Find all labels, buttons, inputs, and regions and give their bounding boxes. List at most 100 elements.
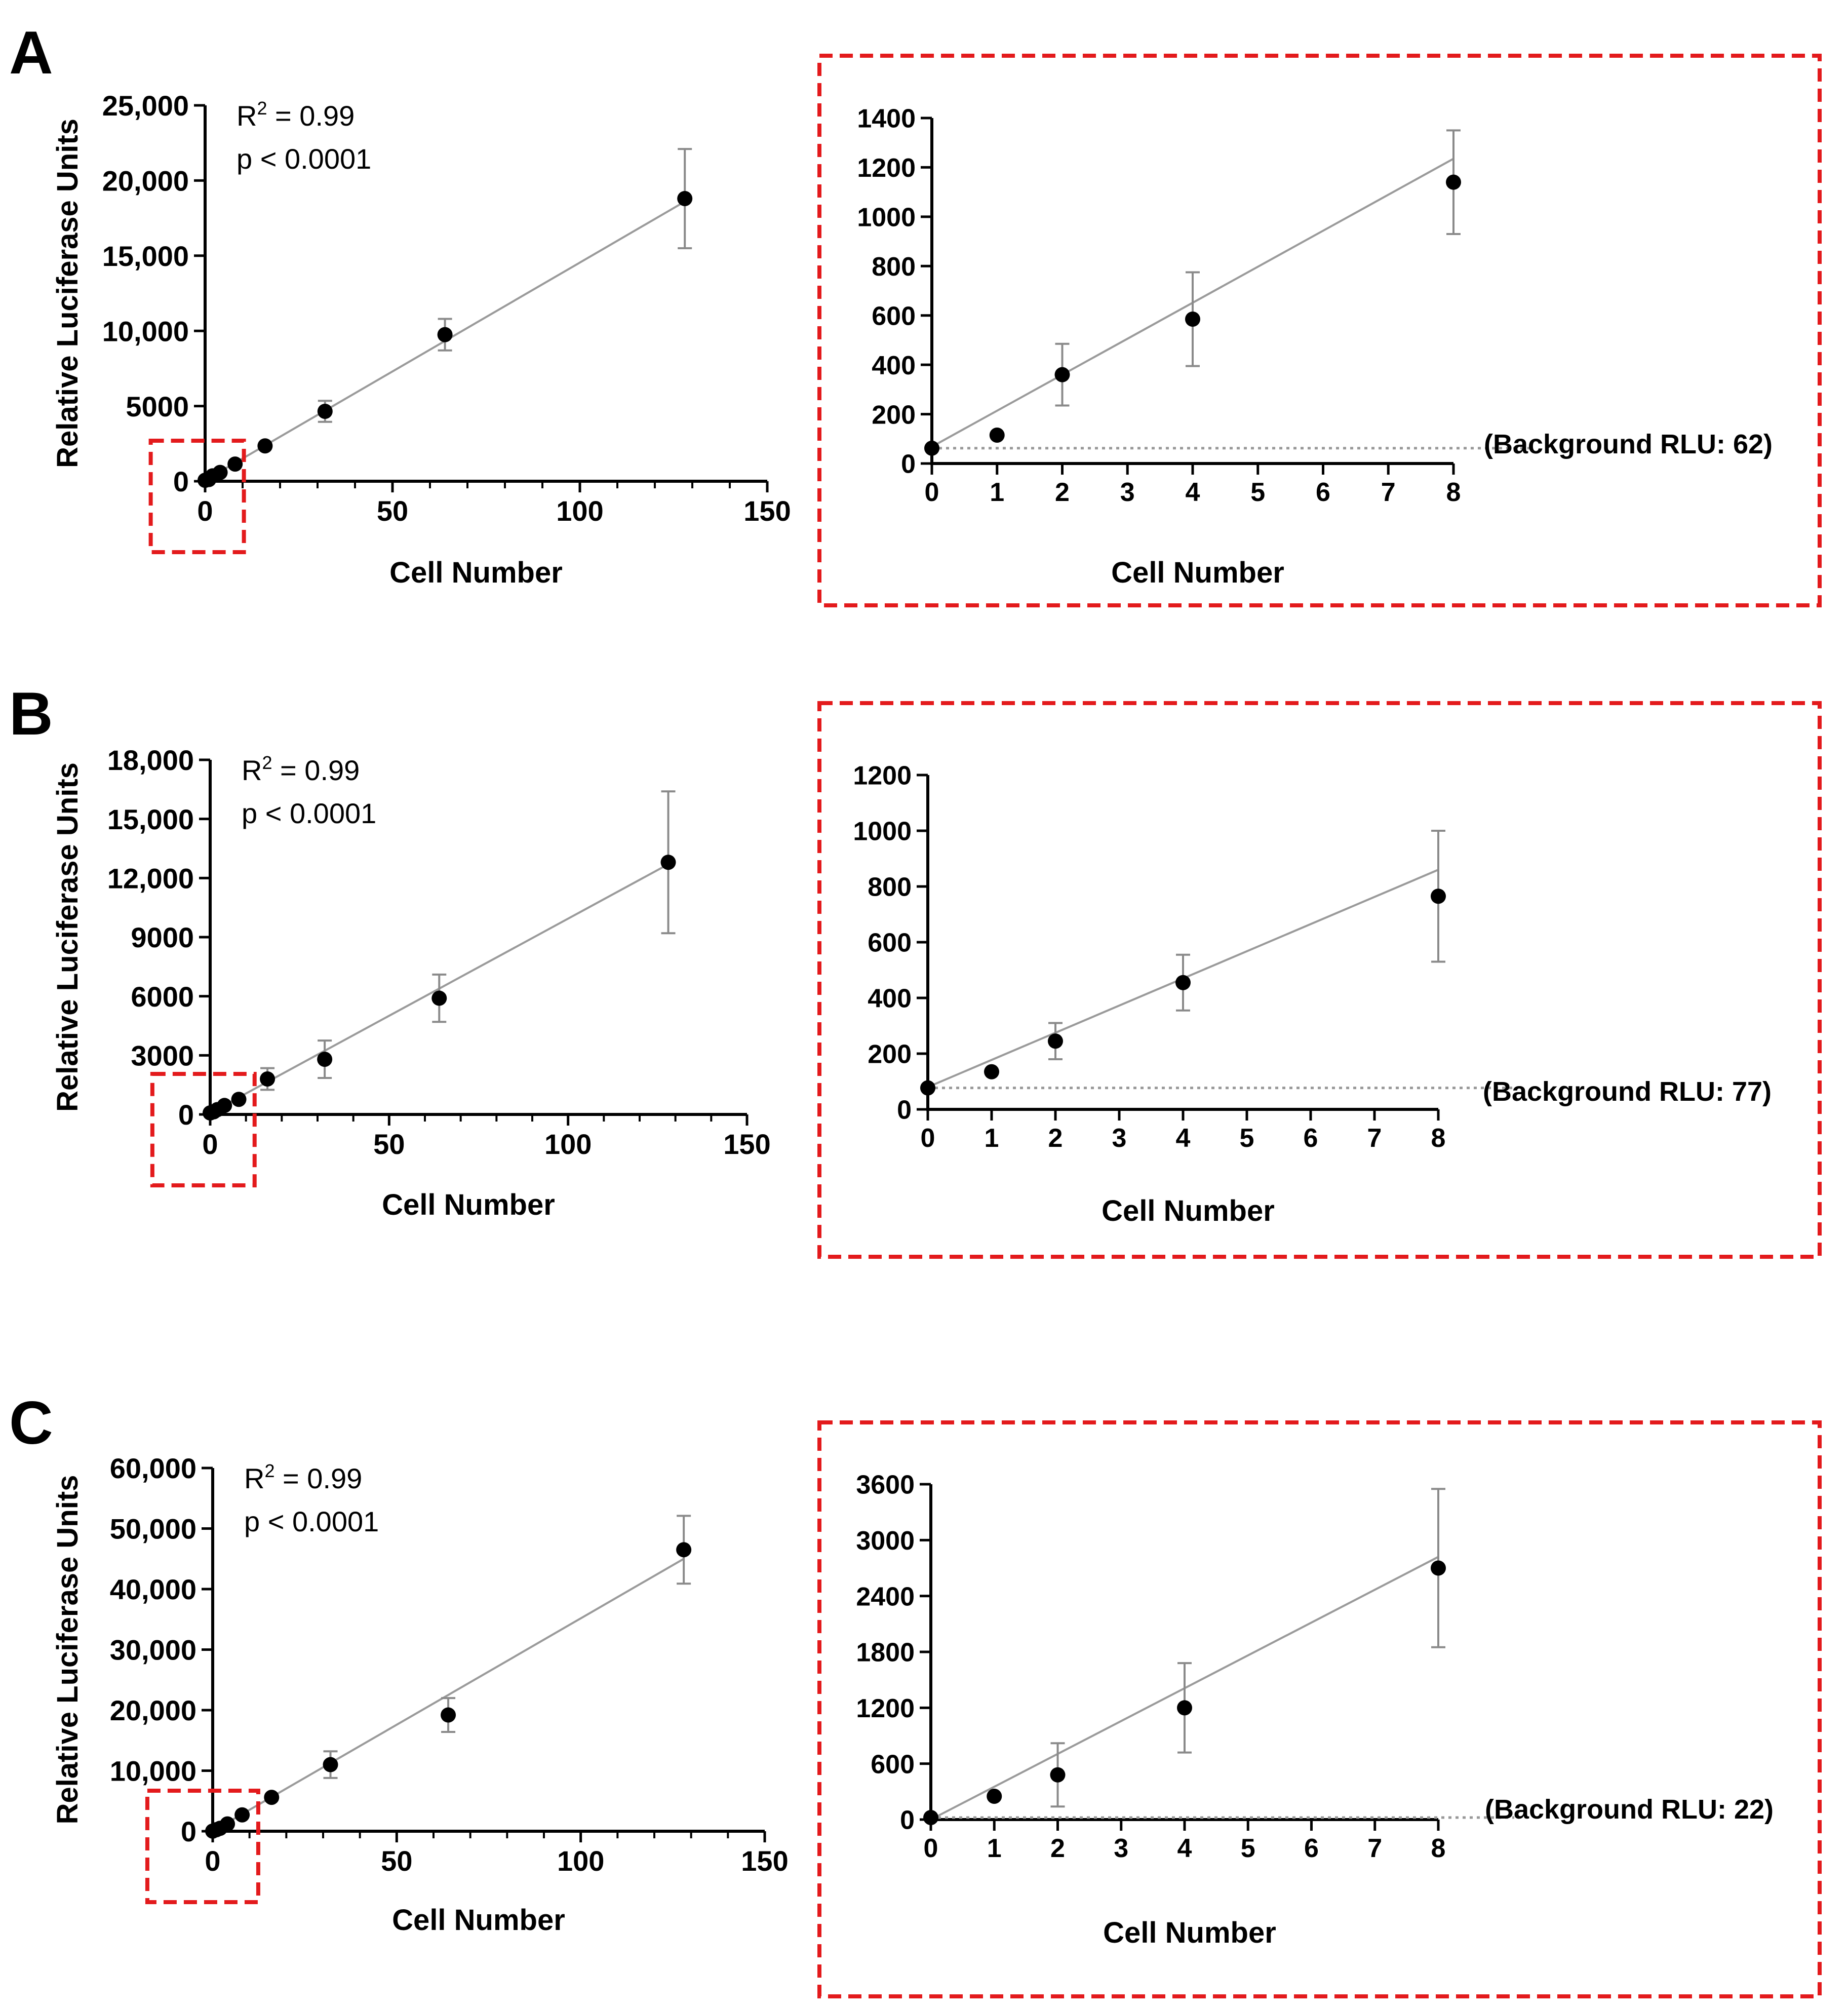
y-tick-label: 600 — [871, 1750, 915, 1779]
data-point — [1446, 174, 1461, 190]
y-tick-label: 30,000 — [110, 1634, 196, 1666]
panel-a-full-chart: A 0 50 100 150 0 5000 10,000 15,000 20,000 25,000 R… — [9, 19, 791, 589]
x-tick-label: 8 — [1431, 1124, 1446, 1153]
data-point — [989, 427, 1005, 443]
y-tick-label: 1000 — [857, 203, 916, 233]
x-tick-label: 50 — [377, 495, 408, 527]
panel-b-full-chart: B 0 50 100 150 0 3000 6000 9000 12,000 15,000 18,00… — [9, 680, 771, 1221]
x-tick-label: 2 — [1048, 1124, 1063, 1153]
y-tick-label: 40,000 — [110, 1573, 196, 1605]
x-tick-label: 4 — [1177, 1834, 1192, 1863]
zoom-region-box — [150, 1072, 257, 1187]
x-tick-label: 4 — [1186, 478, 1200, 507]
x-tick-label: 0 — [925, 478, 939, 507]
y-tick-label: 18,000 — [107, 744, 194, 776]
y-tick-label: 10,000 — [102, 315, 189, 347]
zoom-panel-frame — [817, 701, 1822, 1259]
x-tick-label: 3 — [1114, 1834, 1128, 1863]
y-tick-label: 10,000 — [110, 1755, 196, 1787]
data-point — [1185, 312, 1200, 327]
fit-line — [212, 1558, 685, 1832]
data-point — [431, 990, 447, 1006]
zoom-region-box — [148, 439, 246, 554]
data-point — [231, 1092, 247, 1107]
background-rlu-label: (Background RLU: 22) — [1485, 1794, 1774, 1825]
y-tick-label: 1400 — [857, 104, 916, 134]
r-squared-superscript: 2 — [262, 752, 272, 773]
data-point — [1054, 367, 1070, 382]
x-tick-label: 8 — [1431, 1834, 1446, 1863]
y-tick-label: 200 — [872, 400, 916, 430]
x-tick-label: 150 — [723, 1128, 770, 1160]
panel-letter: A — [9, 19, 53, 87]
panel-a-zoom-chart: 0 1 2 3 4 5 6 7 8 0 200 400 600 800 1000 1200 1400 Cell N… — [817, 54, 1822, 607]
data-point — [1050, 1767, 1066, 1783]
data-point — [217, 1098, 232, 1113]
x-tick-label: 50 — [381, 1845, 412, 1877]
r-squared-symbol: R — [237, 100, 257, 132]
data-point — [676, 1542, 692, 1558]
data-point — [1431, 889, 1446, 904]
x-axis-label: Cell Number — [392, 1904, 565, 1937]
panel-c-full-chart: C 0 50 100 150 0 10,000 20,000 30,000 40,000 50,00… — [9, 1389, 789, 1937]
x-tick-label: 6 — [1304, 1834, 1319, 1863]
y-tick-label: 9000 — [131, 921, 194, 953]
y-tick-label: 1000 — [853, 817, 912, 846]
y-tick-label: 0 — [173, 466, 189, 497]
x-tick-label: 6 — [1316, 478, 1330, 507]
r-squared-text: R2 = 0.99 — [237, 98, 355, 132]
x-tick-label: 100 — [557, 1845, 604, 1877]
y-tick-label: 1200 — [856, 1694, 915, 1723]
p-value-text: p < 0.0001 — [244, 1506, 379, 1537]
y-tick-label: 3000 — [131, 1039, 194, 1071]
x-tick-label: 100 — [556, 495, 603, 527]
data-point — [227, 456, 243, 472]
panel-letter: C — [9, 1389, 53, 1457]
r-squared-symbol: R — [244, 1462, 264, 1494]
data-point — [441, 1707, 456, 1723]
r-squared-superscript: 2 — [264, 1460, 274, 1481]
data-point — [987, 1789, 1002, 1804]
y-tick-label: 50,000 — [110, 1513, 196, 1545]
y-tick-label: 0 — [181, 1816, 196, 1847]
x-tick-label: 8 — [1446, 478, 1461, 507]
p-value-text: p < 0.0001 — [237, 143, 371, 175]
r-squared-text: R2 = 0.99 — [242, 752, 360, 786]
data-point — [924, 440, 939, 456]
y-tick-label: 3600 — [856, 1471, 915, 1500]
data-point — [437, 327, 453, 342]
y-axis-label: Relative Luciferase Units — [51, 119, 84, 468]
y-tick-label: 400 — [868, 984, 912, 1014]
y-tick-label: 1200 — [853, 761, 912, 791]
x-tick-label: 100 — [544, 1128, 592, 1160]
x-tick-label: 0 — [921, 1124, 935, 1153]
data-point — [1177, 1700, 1192, 1716]
r-squared-superscript: 2 — [257, 98, 267, 119]
y-tick-label: 15,000 — [102, 240, 189, 272]
zoom-panel-frame — [817, 1420, 1822, 1998]
data-point — [923, 1809, 938, 1825]
data-point — [1175, 975, 1191, 990]
y-tick-label: 800 — [868, 873, 912, 902]
x-tick-label: 4 — [1176, 1124, 1191, 1153]
x-axis-label: Cell Number — [382, 1188, 555, 1221]
y-tick-label: 0 — [897, 1096, 912, 1125]
y-axis-label: Relative Luciferase Units — [51, 1475, 84, 1825]
x-tick-label: 7 — [1367, 1834, 1382, 1863]
panel-letter: B — [9, 680, 53, 748]
data-point — [920, 1080, 935, 1096]
y-tick-label: 0 — [901, 450, 916, 479]
y-tick-label: 20,000 — [110, 1694, 196, 1726]
y-tick-label: 60,000 — [110, 1452, 196, 1484]
data-point — [323, 1757, 338, 1772]
x-axis-label: Cell Number — [1111, 556, 1284, 589]
r-squared-value: = 0.99 — [267, 100, 355, 132]
y-tick-label: 20,000 — [102, 165, 189, 197]
x-tick-label: 2 — [1050, 1834, 1065, 1863]
x-tick-label: 5 — [1241, 1834, 1255, 1863]
zoom-region-box — [145, 1789, 260, 1904]
x-tick-label: 7 — [1367, 1124, 1382, 1153]
panel-c-zoom-chart: 0 1 2 3 4 5 6 7 8 0 600 1200 1800 2400 3000 3600 Cell Nu… — [817, 1420, 1822, 1998]
